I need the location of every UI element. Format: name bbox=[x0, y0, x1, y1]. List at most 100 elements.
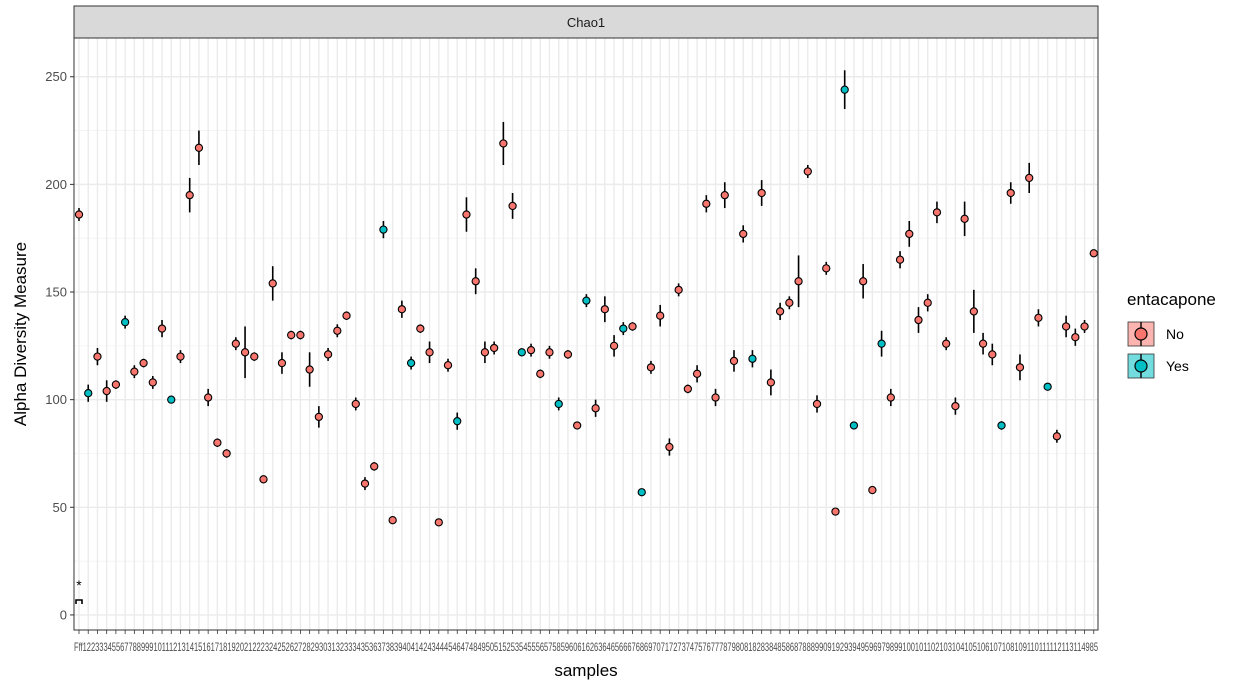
point-marker bbox=[231, 339, 240, 348]
point-marker bbox=[250, 352, 259, 361]
point-marker bbox=[674, 285, 683, 295]
data-point bbox=[139, 358, 148, 368]
point-marker bbox=[812, 399, 822, 409]
data-point bbox=[342, 311, 351, 321]
y-tick-label: 150 bbox=[45, 285, 67, 300]
point-marker bbox=[240, 348, 250, 357]
y-tick-label: 100 bbox=[45, 392, 67, 407]
data-point bbox=[609, 335, 619, 357]
data-point bbox=[849, 421, 859, 430]
major-gridlines bbox=[74, 38, 1098, 630]
point-marker bbox=[323, 350, 333, 359]
data-point bbox=[240, 326, 250, 379]
point-marker bbox=[333, 326, 342, 335]
point-marker bbox=[545, 348, 554, 357]
point-marker bbox=[563, 350, 573, 359]
origin-bracket-icon bbox=[75, 599, 83, 604]
y-tick-label: 50 bbox=[53, 500, 67, 515]
data-point bbox=[443, 358, 453, 372]
data-point bbox=[204, 388, 213, 407]
point-marker bbox=[111, 380, 121, 389]
point-marker bbox=[646, 363, 656, 372]
y-axis: 0 50 100 150 200 250 bbox=[45, 69, 74, 622]
point-marker bbox=[905, 229, 914, 239]
data-point bbox=[268, 266, 277, 301]
legend-entry-no[interactable]: No bbox=[1127, 321, 1184, 347]
point-marker bbox=[997, 421, 1006, 430]
point-marker bbox=[185, 190, 194, 200]
point-marker bbox=[508, 201, 517, 211]
point-marker bbox=[139, 358, 148, 368]
data-point bbox=[1071, 328, 1080, 346]
point-marker bbox=[1071, 333, 1080, 342]
data-point bbox=[379, 220, 388, 239]
point-marker bbox=[656, 311, 665, 320]
data-point bbox=[360, 477, 370, 491]
point-marker bbox=[277, 358, 287, 368]
point-marker bbox=[609, 341, 619, 350]
y-tick-label: 250 bbox=[45, 69, 67, 84]
data-point bbox=[1043, 382, 1052, 391]
data-point bbox=[1052, 429, 1062, 443]
point-marker bbox=[268, 279, 277, 288]
point-marker bbox=[886, 393, 895, 402]
data-point bbox=[766, 369, 776, 396]
point-marker bbox=[499, 139, 508, 148]
point-marker bbox=[1006, 188, 1015, 198]
data-point bbox=[93, 347, 102, 366]
data-point bbox=[277, 352, 287, 374]
x-axis-title: samples bbox=[554, 661, 617, 680]
data-point bbox=[886, 388, 895, 407]
point-marker bbox=[379, 225, 388, 234]
point-marker bbox=[222, 449, 231, 458]
data-point bbox=[370, 462, 379, 471]
data-point bbox=[812, 395, 822, 413]
point-marker bbox=[895, 255, 905, 264]
data-point bbox=[250, 352, 259, 361]
data-point bbox=[978, 332, 988, 355]
data-point bbox=[287, 330, 296, 340]
legend-label-no: No bbox=[1166, 326, 1184, 342]
data-point bbox=[997, 421, 1006, 430]
data-point bbox=[692, 365, 702, 383]
point-marker bbox=[471, 277, 480, 286]
data-point bbox=[932, 201, 942, 224]
data-point bbox=[554, 397, 563, 411]
point-marker bbox=[84, 389, 93, 398]
point-marker bbox=[536, 369, 545, 378]
data-point bbox=[462, 197, 471, 232]
data-point bbox=[637, 488, 646, 497]
data-point bbox=[323, 347, 333, 361]
data-point bbox=[213, 438, 222, 448]
point-marker bbox=[748, 354, 757, 363]
data-point bbox=[960, 201, 969, 237]
point-marker bbox=[351, 399, 360, 409]
point-marker bbox=[287, 330, 296, 340]
data-point bbox=[794, 255, 803, 308]
point-marker bbox=[314, 412, 324, 422]
point-marker bbox=[591, 404, 600, 413]
data-point bbox=[434, 518, 443, 527]
point-marker bbox=[360, 479, 370, 488]
legend-entry-yes[interactable]: Yes bbox=[1127, 353, 1189, 379]
facet-strip bbox=[73, 5, 1099, 39]
data-point bbox=[591, 399, 600, 417]
point-marker bbox=[1025, 173, 1034, 183]
data-point bbox=[167, 395, 176, 404]
data-point bbox=[914, 307, 923, 333]
data-point bbox=[222, 449, 231, 458]
point-marker bbox=[1015, 363, 1025, 372]
point-marker bbox=[194, 143, 204, 152]
data-point bbox=[1080, 320, 1089, 333]
data-point bbox=[600, 296, 609, 323]
point-marker bbox=[785, 298, 794, 307]
point-marker bbox=[1061, 322, 1071, 331]
data-point bbox=[803, 165, 812, 178]
data-point bbox=[674, 283, 683, 297]
data-point bbox=[111, 380, 121, 389]
x-axis-ticks bbox=[78, 630, 1095, 634]
data-point bbox=[74, 208, 84, 221]
point-marker bbox=[683, 384, 693, 394]
data-point bbox=[157, 320, 167, 338]
point-marker bbox=[831, 507, 840, 516]
